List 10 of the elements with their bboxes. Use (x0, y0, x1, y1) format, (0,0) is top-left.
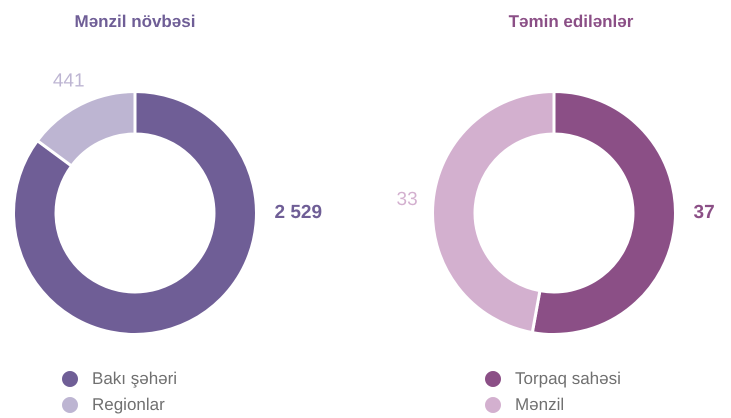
chart-title: Mənzil növbəsi (74, 12, 196, 32)
data-label: 441 (52, 70, 85, 92)
legend-label: Torpaq sahəsi (515, 369, 621, 389)
data-label: 33 (396, 189, 418, 210)
legend-label: Mənzil (515, 395, 564, 415)
legend-label: Regionlar (92, 395, 165, 415)
legend-label: Bakı şəhəri (92, 369, 178, 389)
chart-title: Təmin edilənlər (508, 12, 634, 32)
data-label: 2 529 (274, 202, 322, 224)
data-label: 37 (694, 202, 715, 224)
